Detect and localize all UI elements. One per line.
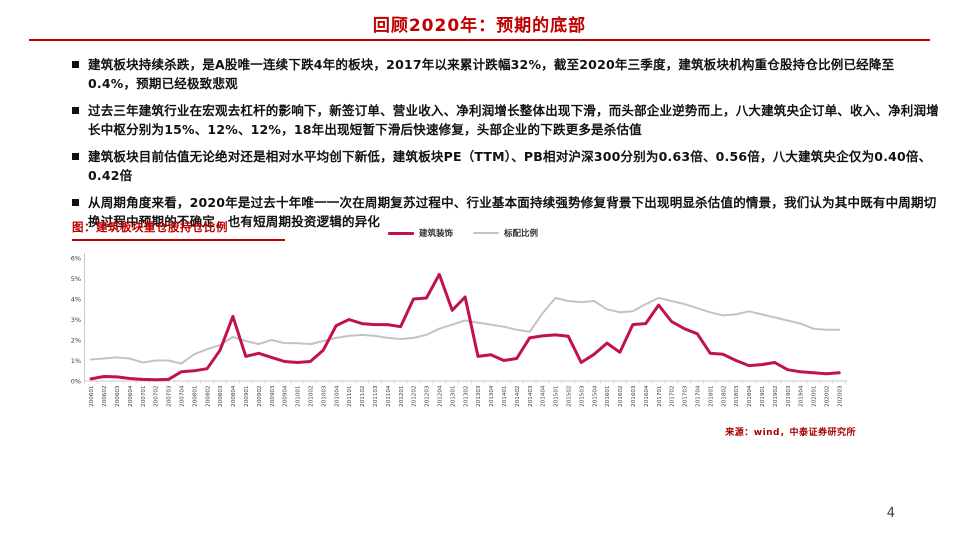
x-axis-label: 201804 [747, 385, 753, 407]
x-axis-label: 201001 [296, 385, 302, 407]
y-axis-label: 4% [71, 295, 81, 303]
bullet-text: 从周期角度来看，2020年是过去十年唯一一次在周期复苏过程中、行业基本面持续强势… [88, 195, 937, 229]
square-bullet-icon [72, 61, 79, 68]
x-axis-label: 201301 [450, 385, 456, 407]
legend-label: 标配比例 [504, 229, 539, 239]
bullet-item: 从周期角度来看，2020年是过去十年唯一一次在周期复苏过程中、行业基本面持续强势… [72, 194, 940, 231]
x-axis-label: 200604 [128, 385, 134, 407]
x-axis-label: 201004 [334, 385, 340, 407]
chart-canvas: 0% 1% 2% 3% 4% 5% 6% 200601 200602 200603 200604 20… [71, 253, 848, 407]
x-axis-label: 200902 [257, 386, 263, 407]
bullet-item: 建筑板块持续杀跌，是A股唯一连续下跌4年的板块，2017年以来累计跌幅32%，截… [72, 56, 940, 93]
construction-line-swatch [387, 231, 414, 235]
x-axis-label: 200601 [89, 385, 95, 407]
legend-label: 建筑装饰 [418, 229, 453, 239]
x-axis-label: 201102 [360, 386, 366, 407]
x-axis-label: 201904 [799, 385, 805, 407]
x-axis-label: 201702 [670, 386, 676, 407]
x-axis-label: 200603 [115, 385, 121, 407]
x-axis-label: 201401 [502, 385, 508, 407]
x-axis-label: 201303 [476, 385, 482, 407]
x-axis-label: 201501 [554, 385, 560, 407]
x-axis-label: 201504 [592, 385, 598, 407]
x-axis-label: 201003 [321, 385, 327, 407]
x-axis-label: 200801 [192, 385, 198, 407]
construction-series-line [89, 272, 841, 382]
x-axis-label: 201604 [644, 385, 650, 407]
square-bullet-icon [72, 199, 79, 206]
x-axis-label: 201201 [399, 385, 405, 407]
x-axis-label: 201002 [309, 386, 315, 407]
bullet-text: 过去三年建筑行业在宏观去杠杆的影响下，新签订单、营业收入、净利润增长整体出现下滑… [88, 103, 939, 137]
source-note: 来源：wind，中泰证券研究所 [725, 428, 856, 438]
x-axis-label: 200704 [180, 385, 186, 407]
y-axis-label: 0% [71, 377, 81, 385]
x-axis-label: 200903 [270, 385, 276, 407]
y-axis-label: 3% [71, 316, 81, 324]
header-divider [29, 39, 930, 41]
x-axis-label: 200703 [167, 385, 173, 407]
x-axis-label: 201703 [683, 385, 689, 407]
benchmark-series-line [90, 297, 841, 365]
x-axis-label: 201901 [760, 385, 766, 407]
x-axis-label: 200901 [244, 385, 250, 407]
x-axis-label: 200602 [102, 386, 108, 407]
square-bullet-icon [72, 107, 79, 114]
x-axis-label: 201802 [721, 386, 727, 407]
x-axis-label: 201304 [489, 385, 495, 407]
bullet-text: 建筑板块目前估值无论绝对还是相对水平均创下新低，建筑板块PE（TTM）、PB相对… [88, 149, 932, 183]
legend-item-construction: 建筑装饰 [387, 227, 453, 239]
square-bullet-icon [72, 153, 79, 160]
bullet-item: 过去三年建筑行业在宏观去杠杆的影响下，新签订单、营业收入、净利润增长整体出现下滑… [72, 102, 940, 139]
x-axis-label: 201202 [412, 386, 418, 407]
x-axis-label: 201101 [347, 385, 353, 407]
x-axis-label: 201503 [579, 385, 585, 407]
chart-legend: 建筑装饰 标配比例 [68, 227, 858, 239]
x-axis-label: 201104 [386, 385, 392, 407]
x-axis-label: 201803 [734, 385, 740, 407]
x-axis-label: 202003 [837, 385, 843, 407]
x-axis-label: 200804 [231, 385, 237, 407]
x-axis-label: 201704 [696, 385, 702, 407]
x-axis-label: 201404 [541, 385, 547, 407]
y-axis-label: 1% [71, 357, 81, 365]
x-axis-label: 201204 [438, 385, 444, 407]
x-axis-label: 201902 [773, 386, 779, 407]
y-axis-label: 2% [71, 336, 81, 344]
bullet-item: 建筑板块目前估值无论绝对还是相对水平均创下新低，建筑板块PE（TTM）、PB相对… [72, 148, 940, 185]
holdings-line-chart: 0% 1% 2% 3% 4% 5% 6% 200601 200602 200603 200604 20… [68, 248, 858, 420]
x-axis-label: 200702 [154, 386, 160, 407]
x-axis-label: 200803 [218, 385, 224, 407]
x-axis-label: 201903 [786, 385, 792, 407]
x-axis-label: 201103 [373, 385, 379, 407]
x-axis-label: 200701 [141, 385, 147, 407]
x-axis-label: 202002 [825, 386, 831, 407]
benchmark-line-swatch [473, 232, 499, 234]
x-axis-label: 201603 [631, 385, 637, 407]
bullet-list: 建筑板块持续杀跌，是A股唯一连续下跌4年的板块，2017年以来累计跌幅32%，截… [72, 56, 940, 240]
page-number: 4 [886, 506, 895, 521]
x-axis-label: 202001 [812, 385, 818, 407]
figure-title: 图：建筑板块重仓股持仓比例 [72, 219, 285, 241]
x-axis-label: 201602 [618, 386, 624, 407]
x-axis-label: 201302 [463, 386, 469, 407]
x-axis-label: 201701 [657, 385, 663, 407]
x-axis-label: 200802 [205, 386, 211, 407]
legend-item-benchmark: 标配比例 [473, 227, 538, 239]
x-axis-label: 201801 [708, 385, 714, 407]
x-axis-label: 201601 [605, 385, 611, 407]
page-title: 回顾2020年：预期的底部 [372, 16, 587, 36]
y-axis-label: 6% [71, 254, 81, 262]
y-axis-label: 5% [71, 275, 81, 283]
x-axis-label: 201203 [425, 385, 431, 407]
x-axis-label: 200904 [283, 385, 289, 407]
x-axis-label: 201502 [567, 386, 573, 407]
x-axis-label: 201402 [515, 386, 521, 407]
bullet-text: 建筑板块持续杀跌，是A股唯一连续下跌4年的板块，2017年以来累计跌幅32%，截… [88, 57, 895, 91]
x-axis-label: 201403 [528, 385, 534, 407]
